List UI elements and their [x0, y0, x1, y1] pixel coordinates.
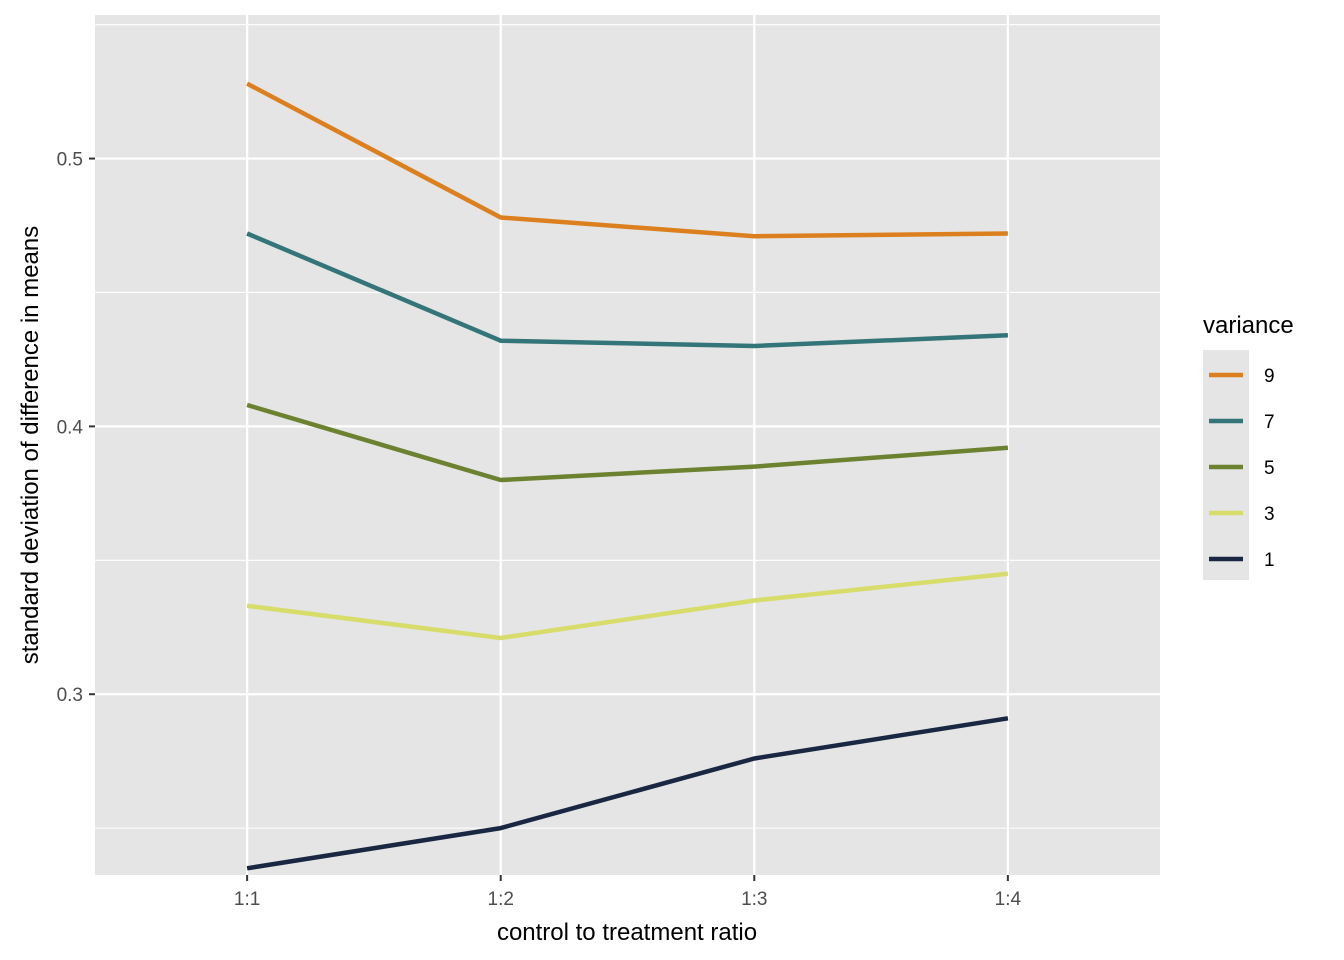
series-line-variance-3 [246, 571, 1009, 641]
axis-ticks: 0.3 0.4 0.5 1:1 1:2 1:3 1:4 [57, 150, 1022, 910]
x-tick-label: 1:3 [741, 889, 767, 910]
legend-items: 9 7 5 3 1 [1209, 366, 1275, 571]
legend-label-1: 1 [1264, 550, 1275, 571]
y-tick-label: 0.4 [57, 417, 84, 438]
legend-title: variance [1203, 312, 1294, 339]
legend: variance 9 7 5 3 1 [1203, 312, 1294, 580]
panel-background [95, 15, 1160, 875]
x-tick-label: 1:2 [488, 889, 514, 910]
series-line-variance-5 [246, 402, 1009, 483]
x-tick-label: 1:1 [234, 889, 260, 910]
series-line-variance-9 [246, 81, 1008, 239]
y-tick-label: 0.3 [57, 685, 83, 706]
x-axis-title: control to treatment ratio [497, 919, 757, 946]
legend-label-3: 3 [1264, 504, 1275, 525]
series-line-variance-1 [246, 716, 1009, 871]
gridlines [95, 15, 1160, 875]
legend-label-7: 7 [1264, 412, 1275, 433]
legend-label-9: 9 [1264, 366, 1275, 387]
x-tick-label: 1:4 [995, 889, 1022, 910]
y-tick-label: 0.5 [57, 150, 83, 171]
legend-label-5: 5 [1264, 458, 1275, 479]
series-line-variance-7 [246, 231, 1008, 349]
series-lines [246, 81, 1009, 871]
y-axis-title: standard deviation of difference in mean… [17, 226, 44, 665]
